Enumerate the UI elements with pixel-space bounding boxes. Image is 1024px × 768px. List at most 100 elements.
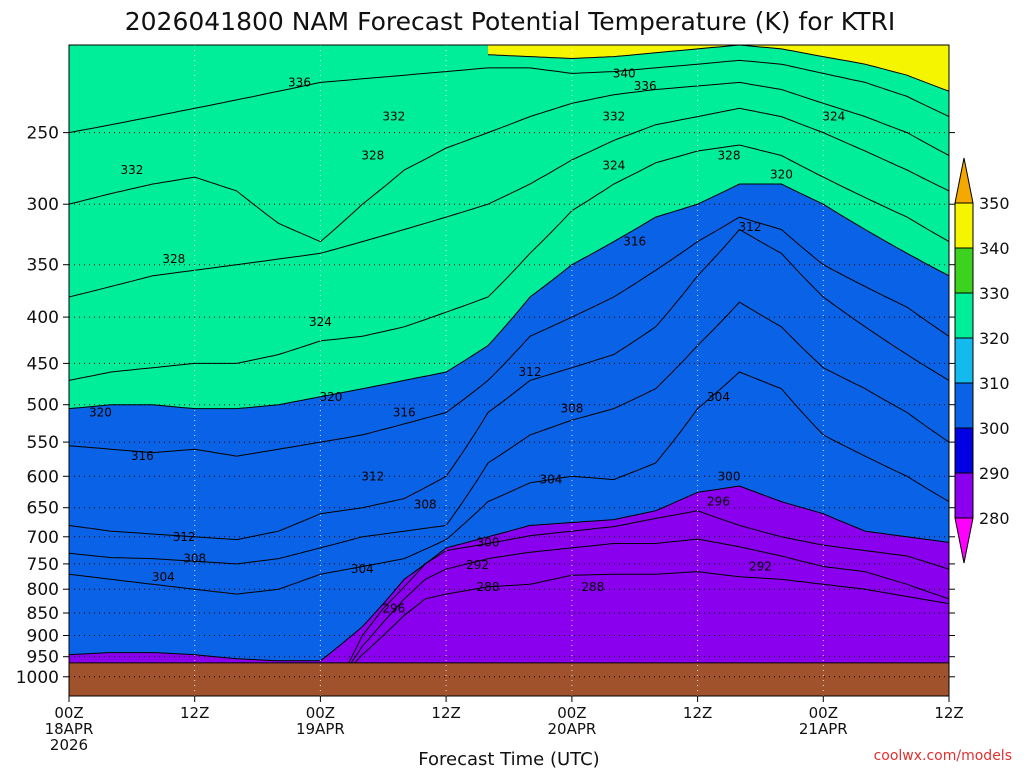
colorbar: 280 290 300 310 320 330 340 350 — [954, 157, 1010, 564]
y-tick-label: 750 — [27, 555, 59, 575]
y-tick-label: 800 — [27, 580, 59, 600]
x-tick-label: 12Z — [683, 704, 712, 722]
x-tick-label: 00Z — [306, 704, 335, 722]
chart-title: 2026041800 NAM Forecast Potential Temper… — [125, 7, 895, 36]
colorbar-segment — [954, 292, 974, 339]
contour-label: 288 — [477, 580, 500, 594]
isentrope-340 — [487, 45, 949, 92]
contour-label: 336 — [634, 79, 657, 93]
isentrope-300 — [69, 485, 949, 662]
colorbar-label: 290 — [979, 464, 1010, 483]
y-tick-label: 600 — [27, 467, 59, 487]
contour-label: 320 — [770, 167, 793, 181]
band-320 — [69, 45, 949, 409]
contour-label: 308 — [560, 402, 583, 416]
y-tick-label: 900 — [27, 627, 59, 647]
contour-label: 332 — [382, 110, 405, 124]
x-tick-label: 18APR — [45, 720, 94, 738]
contour-label: 312 — [519, 365, 542, 379]
colorbar-label: 310 — [979, 374, 1010, 393]
colorbar-label: 330 — [979, 284, 1010, 303]
credit-text: coolwx.com/models — [874, 748, 1012, 764]
contour-label: 340 — [613, 66, 636, 80]
y-tick-label: 500 — [27, 396, 59, 416]
colorbar-label: 300 — [979, 419, 1010, 438]
isentrope-304 — [69, 371, 949, 595]
colorbar-top-arrow — [954, 157, 974, 204]
x-tick-label: 2026 — [50, 736, 88, 754]
x-tick-label: 00Z — [557, 704, 586, 722]
colorbar-segment — [954, 382, 974, 429]
x-tick-label: 12Z — [180, 704, 209, 722]
contour-label: 324 — [309, 315, 332, 329]
contour-label: 320 — [89, 406, 112, 420]
colorbar-segment — [954, 247, 974, 294]
x-tick-label: 12Z — [431, 704, 460, 722]
contour-label: 304 — [539, 473, 562, 487]
x-tick-label: 20APR — [547, 720, 596, 738]
x-axis-label: Forecast Time (UTC) — [418, 749, 599, 768]
contour-label: 320 — [319, 390, 342, 404]
y-tick-label: 450 — [27, 354, 59, 374]
contour-label: 336 — [288, 75, 311, 89]
contour-label: 304 — [707, 390, 730, 404]
contour-label: 304 — [152, 570, 175, 584]
colorbar-label: 350 — [979, 194, 1010, 213]
contour-label: 324 — [602, 159, 625, 173]
contour-label: 288 — [581, 580, 604, 594]
contour-label: 308 — [183, 552, 206, 566]
isentrope-320 — [69, 183, 949, 410]
contour-label: 308 — [414, 498, 437, 512]
contour-label: 316 — [623, 235, 646, 249]
contour-label: 304 — [351, 562, 374, 576]
y-tick-label: 400 — [27, 308, 59, 328]
y-tick-label: 950 — [27, 648, 59, 668]
colorbar-segment — [954, 472, 974, 519]
colorbar-segment — [954, 427, 974, 474]
isentrope-324 — [69, 144, 949, 381]
isentrope-336 — [69, 59, 949, 134]
contour-label: 312 — [361, 469, 384, 483]
contour-label: 296 — [382, 601, 405, 615]
isentrope-328 — [69, 107, 949, 298]
y-tick-label: 250 — [27, 124, 59, 144]
x-tick-label: 19APR — [296, 720, 345, 738]
y-tick-label: 700 — [27, 528, 59, 548]
y-tick-label: 550 — [27, 433, 59, 453]
x-tick-label: 00Z — [54, 704, 83, 722]
x-tick-label: 12Z — [934, 704, 963, 722]
isentrope-332 — [69, 81, 949, 243]
contour-label: 328 — [718, 149, 741, 163]
plot-frame — [68, 44, 950, 697]
isentrope-316 — [69, 216, 949, 457]
colorbar-bottom-arrow — [954, 517, 974, 564]
y-tick-label: 850 — [27, 604, 59, 624]
ground — [69, 662, 949, 696]
x-tick-label: 21APR — [799, 720, 848, 738]
isentrope-312 — [69, 228, 949, 541]
contour-label: 332 — [602, 110, 625, 124]
y-tick-label: 1000 — [16, 668, 59, 688]
y-tick-label: 350 — [27, 256, 59, 276]
x-tick-label: 00Z — [809, 704, 838, 722]
isentrope-308 — [69, 301, 949, 565]
contour-label: 292 — [749, 560, 772, 574]
contour-label: 292 — [466, 558, 489, 572]
isentrope-296 — [340, 510, 949, 678]
contour-label: 324 — [822, 110, 845, 124]
plot-area — [69, 45, 949, 696]
colorbar-label: 320 — [979, 329, 1010, 348]
y-tick-label: 650 — [27, 499, 59, 519]
contour-label: 312 — [173, 530, 196, 544]
contour-label: 316 — [131, 449, 154, 463]
contour-label: 332 — [120, 163, 143, 177]
contour-label: 300 — [718, 469, 741, 483]
isentrope-288 — [341, 571, 949, 678]
isentrope-292 — [340, 538, 949, 678]
colorbar-segment — [954, 202, 974, 249]
gridlines — [68, 45, 950, 696]
contour-label: 316 — [393, 406, 416, 420]
